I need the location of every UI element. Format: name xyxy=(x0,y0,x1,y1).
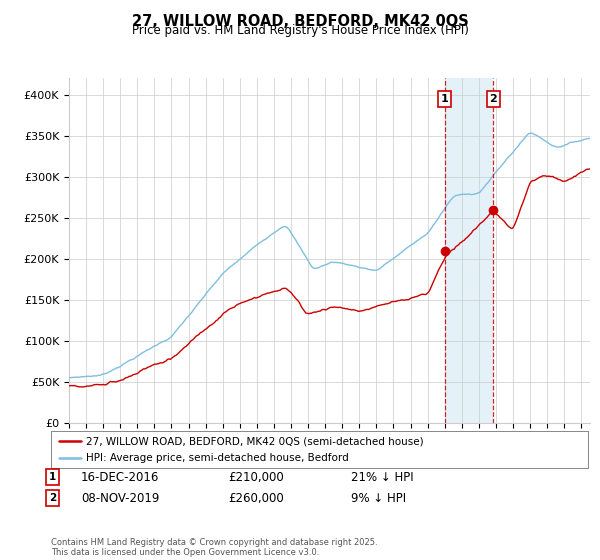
Text: 2: 2 xyxy=(490,94,497,104)
Text: Contains HM Land Registry data © Crown copyright and database right 2025.
This d: Contains HM Land Registry data © Crown c… xyxy=(51,538,377,557)
Text: 16-DEC-2016: 16-DEC-2016 xyxy=(81,470,160,484)
Text: 1: 1 xyxy=(441,94,449,104)
Text: 9% ↓ HPI: 9% ↓ HPI xyxy=(351,492,406,505)
Text: 27, WILLOW ROAD, BEDFORD, MK42 0QS: 27, WILLOW ROAD, BEDFORD, MK42 0QS xyxy=(131,14,469,29)
Text: 27, WILLOW ROAD, BEDFORD, MK42 0QS (semi-detached house): 27, WILLOW ROAD, BEDFORD, MK42 0QS (semi… xyxy=(86,436,424,446)
Text: 08-NOV-2019: 08-NOV-2019 xyxy=(81,492,160,505)
Text: £210,000: £210,000 xyxy=(228,470,284,484)
Bar xyxy=(445,78,493,423)
Text: HPI: Average price, semi-detached house, Bedford: HPI: Average price, semi-detached house,… xyxy=(86,453,349,463)
Text: £260,000: £260,000 xyxy=(228,492,284,505)
Text: 1: 1 xyxy=(49,472,56,482)
Text: Price paid vs. HM Land Registry's House Price Index (HPI): Price paid vs. HM Land Registry's House … xyxy=(131,24,469,37)
Text: 2: 2 xyxy=(49,493,56,503)
Text: 21% ↓ HPI: 21% ↓ HPI xyxy=(351,470,413,484)
